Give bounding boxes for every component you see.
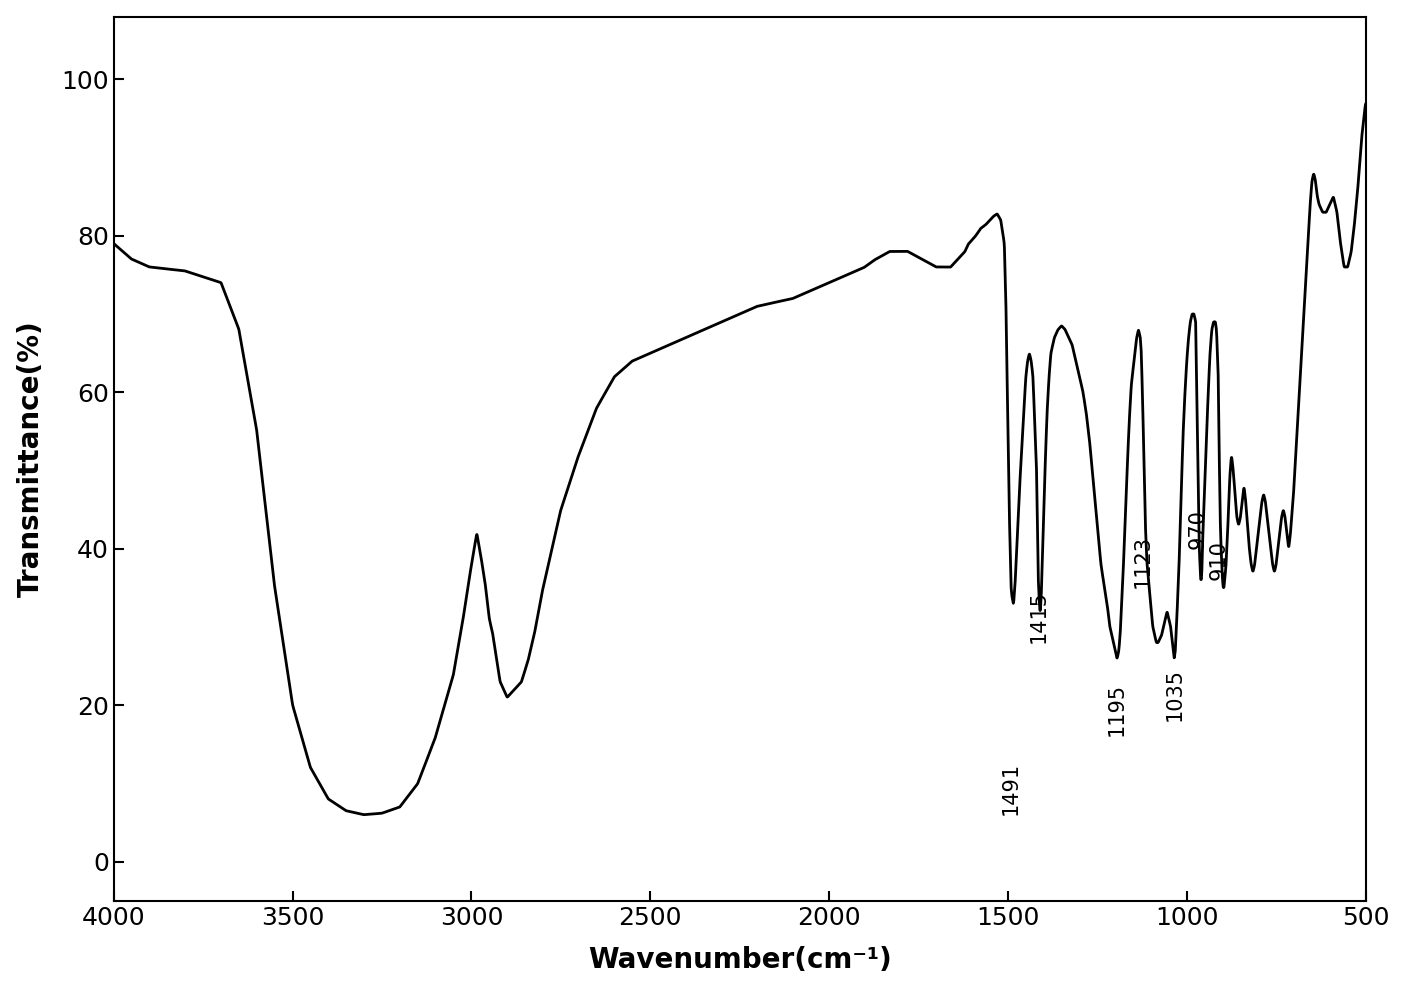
Y-axis label: Transmittance(%): Transmittance(%) bbox=[17, 320, 45, 598]
Text: 1415: 1415 bbox=[1028, 590, 1049, 642]
Text: 1195: 1195 bbox=[1107, 684, 1128, 736]
Text: 1035: 1035 bbox=[1164, 668, 1184, 720]
Text: 1123: 1123 bbox=[1133, 535, 1153, 588]
Text: 1491: 1491 bbox=[1001, 762, 1021, 815]
Text: 970: 970 bbox=[1188, 508, 1208, 549]
Text: 910: 910 bbox=[1209, 540, 1229, 580]
X-axis label: Wavenumber(cm⁻¹): Wavenumber(cm⁻¹) bbox=[588, 946, 891, 974]
